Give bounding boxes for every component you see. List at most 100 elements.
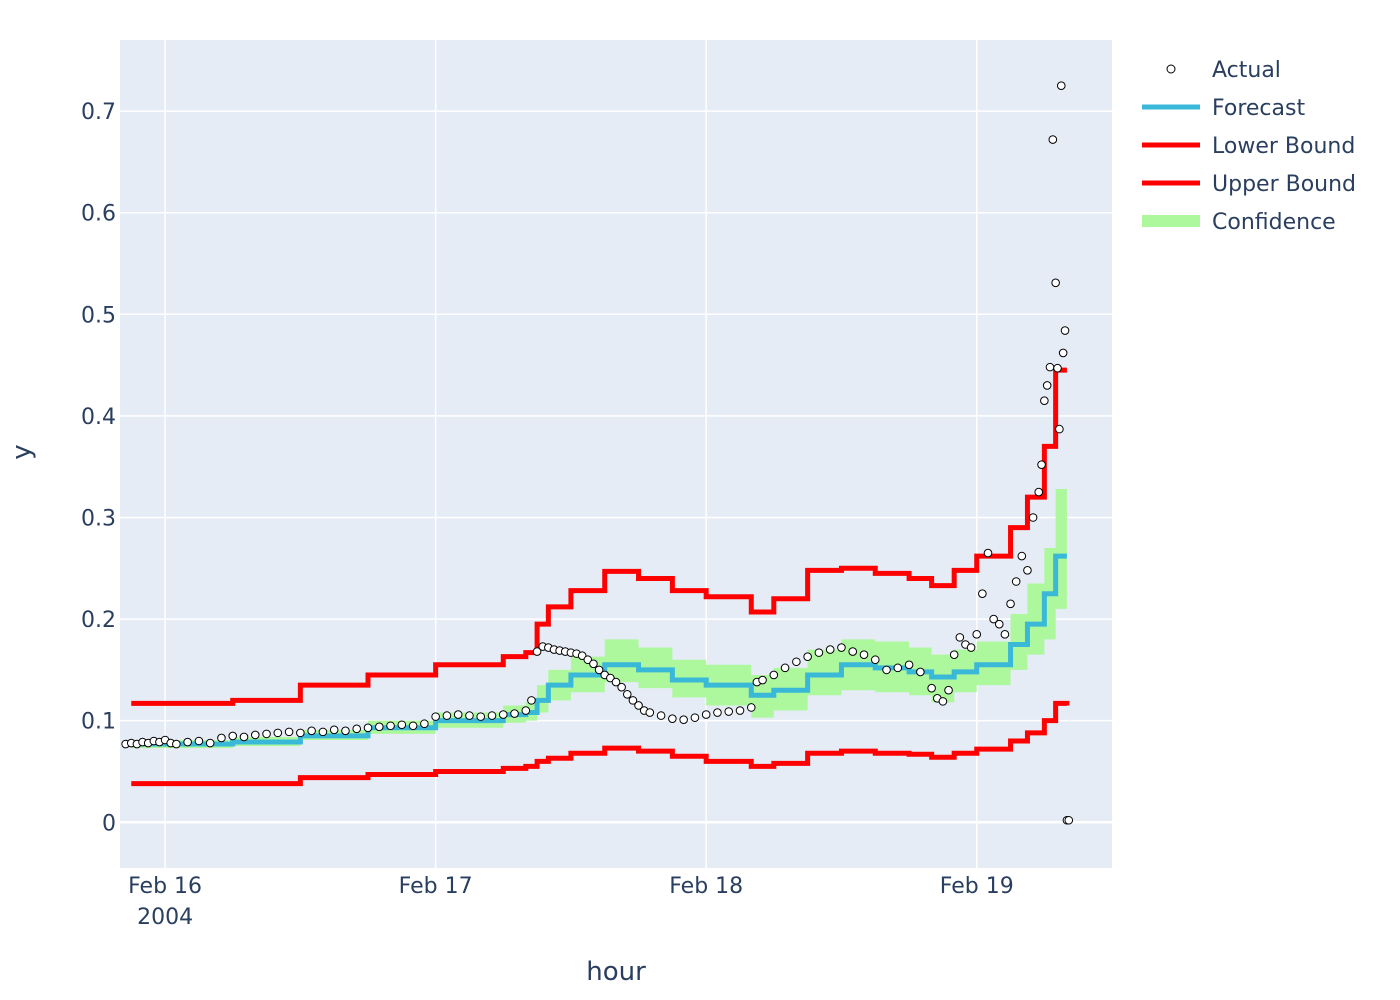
y-tick-label: 0.7 bbox=[81, 100, 116, 125]
actual-point bbox=[1060, 326, 1070, 335]
actual-point bbox=[521, 706, 531, 715]
actual-point bbox=[1017, 551, 1027, 561]
legend-label: Lower Bound bbox=[1212, 134, 1355, 159]
x-tick-label: Feb 17 bbox=[399, 874, 473, 899]
actual-point bbox=[989, 614, 998, 624]
y-tick-label: 0.1 bbox=[81, 710, 116, 735]
actual-point bbox=[746, 703, 756, 712]
actual-point bbox=[465, 711, 474, 720]
actual-point bbox=[1011, 577, 1021, 586]
actual-point bbox=[1058, 348, 1068, 358]
actual-point bbox=[194, 736, 204, 746]
actual-point bbox=[634, 701, 643, 710]
actual-point bbox=[1045, 362, 1055, 372]
actual-point bbox=[966, 643, 976, 652]
actual-point bbox=[262, 729, 271, 739]
actual-point bbox=[172, 739, 181, 749]
actual-point bbox=[594, 665, 604, 675]
x-tick-label: Feb 19 bbox=[940, 874, 1014, 899]
actual-point bbox=[386, 721, 395, 731]
legend-item-actual[interactable]: Actual bbox=[1166, 58, 1281, 83]
actual-point bbox=[498, 710, 508, 719]
actual-point bbox=[668, 714, 677, 723]
actual-point bbox=[577, 651, 587, 660]
actual-point bbox=[374, 722, 384, 732]
actual-point bbox=[397, 720, 407, 730]
actual-point bbox=[622, 689, 632, 699]
actual-point bbox=[453, 710, 463, 719]
actual-point bbox=[611, 677, 621, 687]
x-axis-title: hour bbox=[586, 957, 646, 987]
actual-point bbox=[589, 659, 598, 669]
confidence-band bbox=[131, 489, 1067, 749]
legend-label: Upper Bound bbox=[1212, 172, 1356, 197]
actual-point bbox=[239, 732, 249, 742]
actual-markers-layer bbox=[121, 81, 1074, 825]
lower-bound-line bbox=[131, 700, 1070, 787]
actual-point bbox=[1037, 460, 1046, 469]
actual-point bbox=[318, 727, 328, 737]
actual-point bbox=[724, 707, 734, 716]
actual-point bbox=[679, 715, 688, 724]
actual-point bbox=[758, 675, 767, 685]
actual-point bbox=[769, 670, 779, 680]
y-axis-title: y bbox=[7, 444, 37, 459]
actual-point bbox=[656, 711, 666, 720]
actual-point bbox=[825, 645, 835, 654]
actual-point bbox=[1055, 424, 1064, 434]
legend-label: Forecast bbox=[1212, 96, 1305, 121]
actual-point bbox=[645, 708, 655, 717]
actual-point bbox=[510, 709, 519, 718]
actual-point bbox=[307, 726, 316, 736]
legend-label: Confidence bbox=[1212, 210, 1336, 235]
legend-item-confidence[interactable]: Confidence bbox=[1142, 210, 1336, 235]
actual-point bbox=[1048, 135, 1058, 144]
actual-point bbox=[431, 712, 440, 721]
actual-point bbox=[583, 655, 593, 665]
actual-point bbox=[713, 708, 722, 717]
actual-point bbox=[735, 706, 745, 715]
actual-point bbox=[944, 685, 953, 695]
legend[interactable]: Actual Forecast Lower Bound Upper Bound Conf… bbox=[1142, 58, 1356, 235]
actual-point bbox=[420, 719, 429, 729]
actual-point bbox=[859, 650, 869, 659]
actual-point bbox=[848, 647, 858, 656]
actual-point bbox=[217, 733, 226, 743]
actual-point bbox=[955, 633, 965, 642]
actual-point bbox=[487, 711, 497, 720]
actual-point bbox=[329, 725, 339, 735]
actual-point bbox=[904, 660, 914, 670]
actual-point bbox=[893, 663, 903, 673]
series-lines-layer bbox=[131, 367, 1070, 787]
actual-point bbox=[792, 657, 801, 667]
actual-point bbox=[938, 697, 948, 706]
actual-point bbox=[1034, 487, 1044, 497]
actual-point bbox=[837, 643, 846, 652]
actual-point bbox=[617, 682, 626, 692]
confidence-band-layer bbox=[131, 489, 1067, 749]
legend-item-upper-bound[interactable]: Upper Bound bbox=[1142, 172, 1356, 197]
actual-point bbox=[994, 619, 1004, 629]
actual-point bbox=[250, 730, 260, 740]
actual-point bbox=[1023, 566, 1032, 575]
y-tick-label: 0.2 bbox=[81, 608, 116, 633]
actual-point bbox=[628, 696, 638, 705]
legend-item-lower-bound[interactable]: Lower Bound bbox=[1142, 134, 1355, 159]
actual-point bbox=[476, 712, 486, 721]
actual-point bbox=[1056, 81, 1066, 91]
actual-point bbox=[972, 630, 982, 639]
actual-point bbox=[284, 727, 294, 737]
y-tick-label: 0 bbox=[102, 811, 116, 836]
y-tick-label: 0.5 bbox=[81, 303, 116, 328]
x-tick-label: Feb 16 bbox=[128, 874, 202, 899]
actual-point bbox=[701, 710, 711, 719]
upper-bound-line bbox=[131, 367, 1067, 706]
legend-item-forecast[interactable]: Forecast bbox=[1142, 96, 1305, 121]
actual-point bbox=[870, 655, 880, 665]
actual-point bbox=[1000, 630, 1010, 639]
actual-point bbox=[882, 665, 891, 675]
actual-point bbox=[1040, 396, 1049, 405]
actual-point bbox=[296, 728, 305, 738]
y-tick-label: 0.3 bbox=[81, 506, 116, 531]
